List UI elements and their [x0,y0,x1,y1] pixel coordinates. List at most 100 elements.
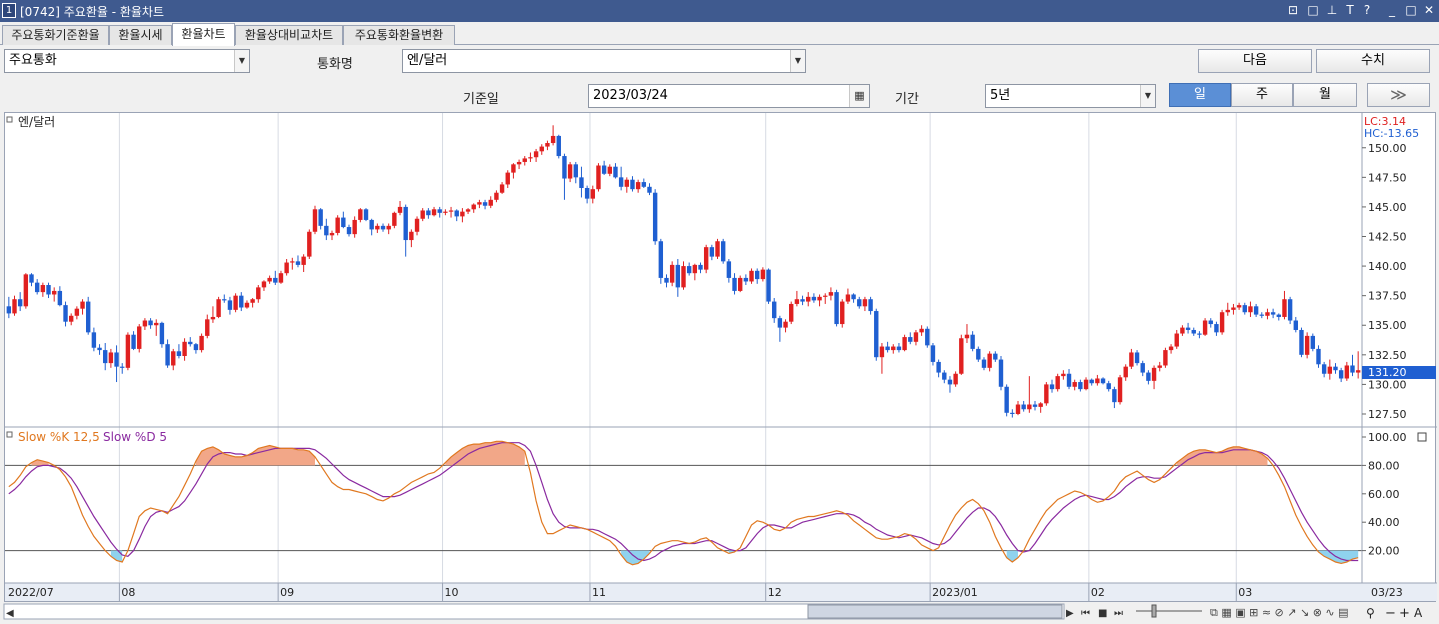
candle-body [970,334,975,349]
currency-name-select[interactable]: 엔/달러 ▼ [402,49,806,73]
candle-body [942,372,947,380]
period-week-button[interactable]: 주 [1231,83,1293,107]
candle-body [579,177,584,188]
scrollbar-thumb[interactable] [807,604,1063,619]
candle-body [1089,379,1094,384]
chart-panel[interactable]: 2022/07 08 09 10 11 12 2023/01 02 03 127.50 130.00… [4,112,1437,603]
period-day-button[interactable]: 일 [1169,83,1231,107]
link-icon[interactable]: ⊡ [1287,3,1299,17]
scrollbar-and-tools[interactable]: ◀ ▶ ⏮ ■ ⏭ ⧉ ▦ ▣ ⊞ ≈ ⊘ ↗ ↘ ⊗ ∿ ▤ ⚲ − + A [2,602,1439,621]
candle-body [46,285,51,295]
candle-body [766,269,771,302]
tab-relative-comparison-chart[interactable]: 환율상대비교차트 [235,25,343,45]
candle-body [925,328,930,346]
candle-body [953,373,958,385]
candle-body [641,182,647,187]
candle-body [295,261,301,265]
osc-settings-icon[interactable] [1417,432,1427,442]
candle-body [193,344,199,351]
candle-body [103,350,108,364]
candle-body [959,338,964,374]
candle-body [1327,366,1333,374]
chevron-down-icon[interactable]: ▼ [790,50,805,72]
currency-group-select[interactable]: 주요통화 ▼ [4,49,250,73]
chevron-down-icon[interactable]: ▼ [1140,85,1155,107]
horizontal-scrollbar[interactable] [3,603,1065,620]
candle-body [1072,382,1077,387]
slow-d-legend: Slow %D 5 [103,430,167,444]
base-date-input[interactable]: 2023/03/24 ▦ [588,84,870,108]
candle-body [511,164,516,173]
tab-currency-converter[interactable]: 주요통화환율변환 [343,25,455,45]
candle-body [772,301,777,319]
minimize-icon[interactable]: _ [1389,3,1395,17]
candle-body [567,164,573,179]
candle-body [1316,348,1321,365]
candle-body [1191,329,1196,334]
calendar-icon[interactable]: ▦ [849,85,869,107]
maximize-icon[interactable]: □ [1405,3,1417,17]
candle-body [998,359,1004,387]
tool-icons[interactable]: ⧉ ▦ ▣ ⊞ ≈ ⊘ ↗ ↘ ⊗ ∿ ▤ [1210,606,1349,619]
search-zoom-icon[interactable]: ⚲ [1366,606,1375,620]
candle-body [528,157,533,159]
candle-body [1061,373,1066,377]
x-tick-label: 08 [121,586,135,599]
candle-body [86,301,91,333]
candle-body [1270,312,1276,315]
window-title: [0742] 주요환율 - 환율차트 [20,3,164,20]
candle-body [12,299,17,314]
candle-body [1129,352,1134,367]
candle-body [823,295,828,297]
x-tick-label: 2022/07 [8,586,54,599]
candle-body [222,299,227,301]
scroll-left-icon[interactable]: ◀ [6,608,14,619]
rewind-icon[interactable]: ⏮ [1081,608,1090,619]
candle-body [794,299,800,304]
period-month-button[interactable]: 월 [1293,83,1357,107]
period-select[interactable]: 5년 ▼ [985,84,1156,108]
chevron-down-icon[interactable]: ▼ [234,50,249,72]
title-bar: 1 [0742] 주요환율 - 환율차트 ⊡ □ ⊥ T ? _ □ ✕ [0,0,1439,22]
screen-code: [0742] [20,5,60,19]
stop-icon[interactable]: ■ [1098,608,1107,619]
help-icon[interactable]: ? [1363,3,1371,17]
close-icon[interactable]: ✕ [1423,3,1435,17]
candle-body [1236,305,1242,308]
zoom-in-icon[interactable]: + [1399,606,1410,621]
candle-body [851,294,856,300]
candle-body [1055,376,1060,390]
candle-body [482,202,488,206]
exchange-rate-chart[interactable]: 2022/07 08 09 10 11 12 2023/01 02 03 127.50 130.00… [5,113,1437,603]
candle-body [312,209,318,232]
more-options-button[interactable]: ≫ [1367,83,1430,107]
candle-body [74,308,80,316]
osc-y-tick-label: 20.00 [1368,545,1400,558]
tab-exchange-quotes[interactable]: 환율시세 [109,25,172,45]
candle-body [1021,404,1026,410]
candle-body [879,346,885,358]
tab-major-currency-base-rate[interactable]: 주요통화기준환율 [2,25,109,45]
candle-body [380,225,386,230]
candle-body [256,287,261,300]
zoom-slider-handle[interactable] [1151,604,1157,618]
font-size-icon[interactable]: A [1414,606,1423,620]
tab-exchange-chart[interactable]: 환율차트 [172,23,235,46]
candle-body [709,247,715,257]
play-icon[interactable]: ▶ [1066,608,1074,619]
text-icon[interactable]: T [1346,3,1354,17]
candle-body [51,290,57,295]
candle-body [658,241,664,278]
value-button[interactable]: 수치 [1316,49,1430,73]
next-button[interactable]: 다음 [1198,49,1312,73]
candle-body [239,295,244,308]
candle-body [414,218,420,232]
fast-forward-icon[interactable]: ⏭ [1114,608,1123,619]
window-icon[interactable]: □ [1307,3,1319,17]
candle-body [1259,314,1264,316]
candle-body [545,143,550,147]
pin-icon[interactable]: ⊥ [1326,3,1338,17]
candle-body [516,161,522,165]
candle-body [17,299,23,307]
zoom-out-icon[interactable]: − [1385,606,1396,621]
